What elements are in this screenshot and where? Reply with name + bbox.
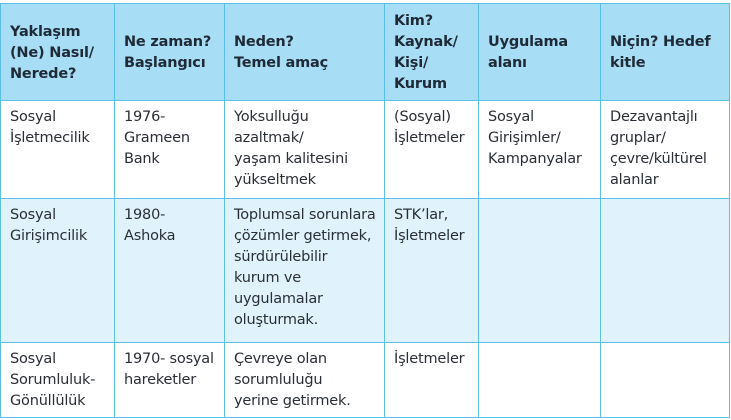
table-cell: (Sosyal) İşletmeler xyxy=(384,100,479,199)
approaches-table: Yaklaşım (Ne) Nasıl/ Nerede? Ne zaman? B… xyxy=(0,3,730,418)
table-cell: Sosyal Girişimcilik xyxy=(0,198,115,343)
table-cell: Dezavantajlı gruplar/ çevre/kültürel ala… xyxy=(600,100,730,199)
table-cell xyxy=(600,198,730,343)
table-row: Sosyal Sorumluluk- Gönüllülük 1970- sosy… xyxy=(0,342,730,418)
table-cell xyxy=(600,342,730,418)
header-application: Uygulama alanı xyxy=(478,3,601,101)
table-cell: Yoksulluğu azaltmak/ yaşam kalitesini yü… xyxy=(224,100,385,199)
header-who: Kim? Kaynak/ Kişi/ Kurum xyxy=(384,3,479,101)
table-cell: Sosyal Girişimler/ Kampanyalar xyxy=(478,100,601,199)
table-cell: 1970- sosyal hareketler xyxy=(114,342,225,418)
table-row: Sosyal İşletmecilik 1976- Grameen Bank Y… xyxy=(0,100,730,199)
table-cell xyxy=(478,198,601,343)
table-cell: 1980- Ashoka xyxy=(114,198,225,343)
table-cell: Sosyal Sorumluluk- Gönüllülük xyxy=(0,342,115,418)
header-target: Niçin? Hedef kitle xyxy=(600,3,730,101)
header-row: Yaklaşım (Ne) Nasıl/ Nerede? Ne zaman? B… xyxy=(0,3,730,101)
table-cell xyxy=(478,342,601,418)
header-why: Neden? Temel amaç xyxy=(224,3,385,101)
table-cell: Çevreye olan sorumluluğu yerine getirmek… xyxy=(224,342,385,418)
header-approach: Yaklaşım (Ne) Nasıl/ Nerede? xyxy=(0,3,115,101)
header-when: Ne zaman? Başlangıcı xyxy=(114,3,225,101)
table-cell: Toplumsal sorunlara çözümler getirmek, s… xyxy=(224,198,385,343)
table-cell: Sosyal İşletmecilik xyxy=(0,100,115,199)
table-cell: STK’lar, İşletmeler xyxy=(384,198,479,343)
table-cell: İşletmeler xyxy=(384,342,479,418)
table-cell: 1976- Grameen Bank xyxy=(114,100,225,199)
table-row: Sosyal Girişimcilik 1980- Ashoka Toplums… xyxy=(0,198,730,343)
